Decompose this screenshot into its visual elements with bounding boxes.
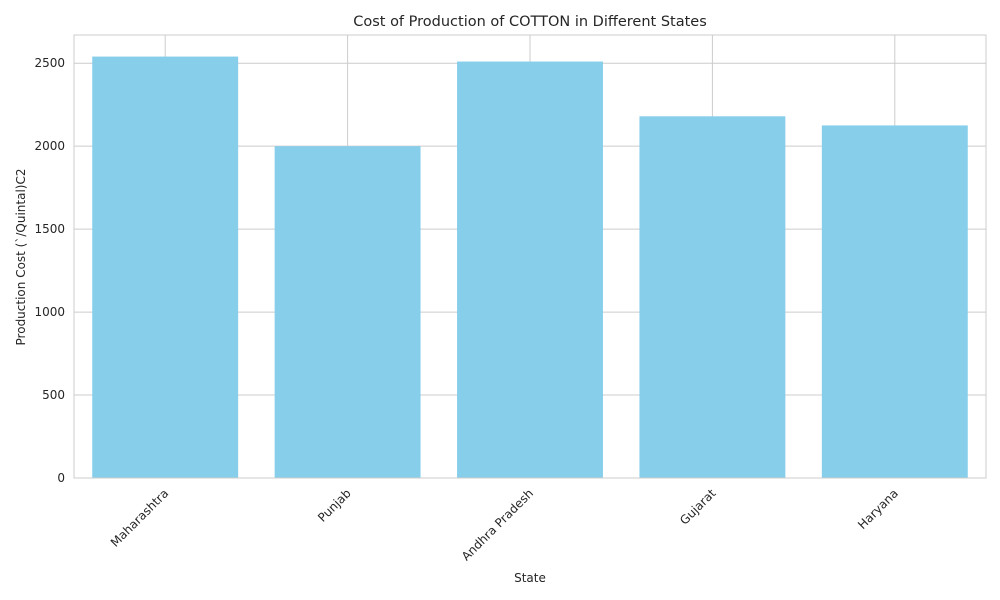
y-tick-label: 0	[57, 471, 65, 485]
x-tick-label: Andhra Pradesh	[459, 486, 536, 563]
y-tick-label: 500	[42, 388, 65, 402]
y-tick-labels: 0 500 1000 1500 2000 2500	[34, 56, 65, 485]
x-tick-label: Punjab	[315, 486, 354, 525]
bar-punjab	[274, 146, 421, 478]
x-axis-label: State	[514, 571, 546, 585]
bars	[92, 56, 968, 479]
y-tick-label: 1000	[34, 305, 65, 319]
x-tick-label: Gujarat	[677, 486, 719, 528]
plot-frame	[73, 34, 987, 479]
bar-haryana	[821, 125, 968, 478]
bar-gujarat	[639, 116, 786, 479]
y-tick-label: 1500	[34, 222, 65, 236]
chart-title: Cost of Production of COTTON in Differen…	[353, 14, 707, 30]
x-tick-labels: Maharashtra Punjab Andhra Pradesh Gujarat Ha…	[108, 486, 901, 563]
x-tick-label: Haryana	[855, 486, 901, 532]
bar-maharashtra	[92, 56, 239, 479]
y-tick-label: 2000	[34, 139, 65, 153]
bar-andhra-pradesh	[457, 61, 603, 479]
x-tick-label: Maharashtra	[108, 486, 172, 550]
y-tick-label: 2500	[34, 56, 65, 70]
y-axis-label: Production Cost (`/Quintal)C2	[14, 169, 28, 346]
